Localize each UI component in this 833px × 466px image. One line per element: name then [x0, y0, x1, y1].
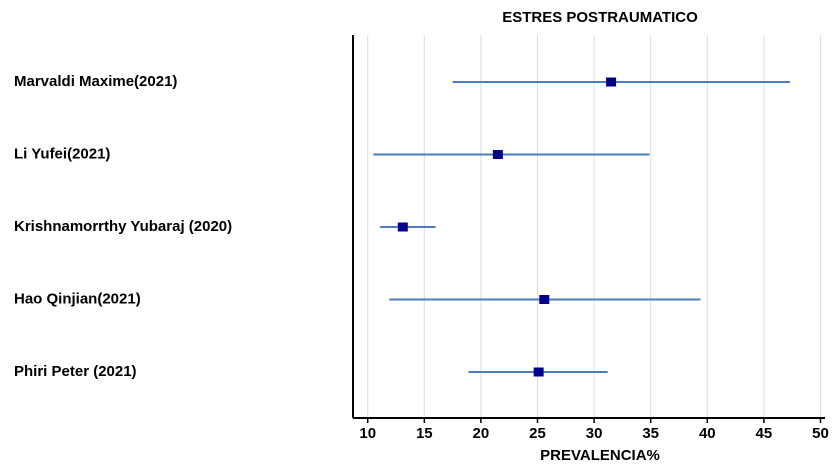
point-estimate: [492, 150, 503, 159]
chart-title: ESTRES POSTRAUMATICO: [502, 9, 698, 26]
point-estimate: [539, 295, 550, 304]
y-tick-label: Hao Qinjian(2021): [14, 290, 141, 307]
x-tick-label: 25: [529, 425, 546, 442]
x-tick-label: 10: [359, 425, 376, 442]
y-tick-label: Krishnamorrthy Yubaraj (2020): [14, 218, 232, 235]
x-axis-label: PREVALENCIA%: [540, 447, 660, 464]
y-tick-label: Li Yufei(2021): [14, 145, 110, 162]
x-tick-label: 35: [642, 425, 659, 442]
y-tick-label: Marvaldi Maxime(2021): [14, 73, 177, 90]
x-tick-label: 20: [473, 425, 490, 442]
x-tick-label: 40: [699, 425, 716, 442]
x-tick-label: 30: [586, 425, 603, 442]
point-estimate: [606, 77, 617, 87]
x-tick-label: 50: [812, 425, 829, 442]
x-tick-label: 45: [756, 425, 773, 442]
point-estimate: [397, 222, 408, 232]
point-estimate: [533, 367, 544, 377]
x-tick-label: 15: [416, 425, 433, 442]
y-tick-label: Phiri Peter (2021): [14, 363, 137, 380]
